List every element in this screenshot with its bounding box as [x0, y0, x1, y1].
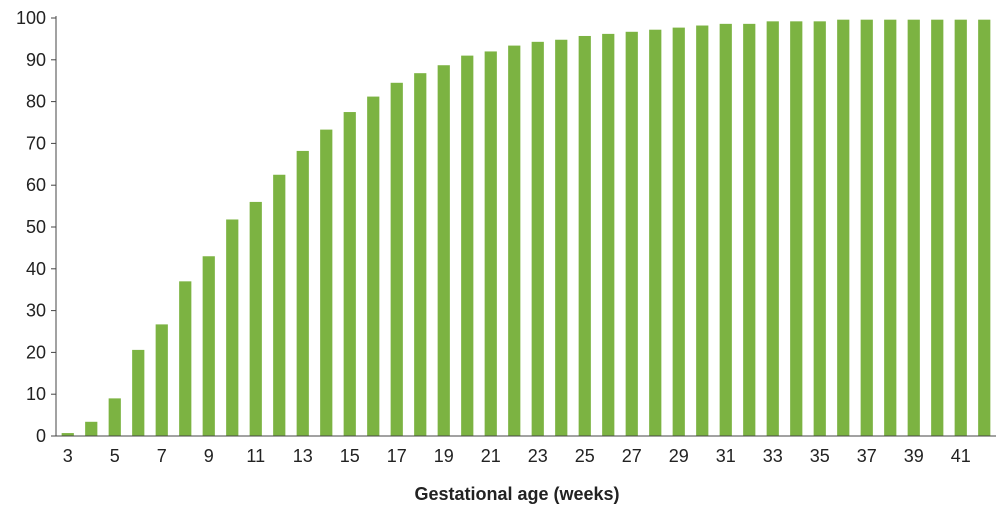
bar-week-29 [672, 27, 685, 437]
x-tick-label: 11 [246, 446, 265, 466]
x-tick-label: 39 [904, 446, 924, 466]
bar-week-27 [625, 31, 638, 436]
bar-week-17 [390, 82, 403, 436]
x-tick-label: 13 [293, 446, 313, 466]
bar-week-13 [296, 150, 309, 437]
x-axis-title: Gestational age (weeks) [414, 484, 619, 504]
bar-week-4 [85, 421, 98, 436]
bar-week-31 [719, 23, 732, 436]
x-tick-label: 19 [434, 446, 454, 466]
bar-week-9 [202, 256, 215, 436]
x-tick-label: 5 [110, 446, 120, 466]
bar-week-7 [155, 324, 168, 436]
bar-week-11 [249, 201, 262, 436]
bar-week-21 [484, 51, 497, 436]
x-tick-label: 25 [575, 446, 595, 466]
y-tick-label: 30 [26, 301, 46, 321]
y-tick-label: 10 [26, 384, 46, 404]
y-tick-label: 100 [16, 8, 46, 28]
x-tick-label: 31 [716, 446, 736, 466]
bar-week-24 [555, 39, 568, 437]
bar-week-35 [813, 21, 826, 437]
x-tick-label: 33 [763, 446, 783, 466]
x-tick-label: 23 [528, 446, 548, 466]
bar-week-40 [931, 19, 944, 436]
bar-week-39 [907, 19, 920, 436]
bar-week-41 [954, 19, 967, 436]
x-tick-label: 21 [481, 446, 501, 466]
y-tick-label: 90 [26, 50, 46, 70]
bar-week-33 [766, 21, 779, 437]
y-axis: 0 10 20 30 40 50 60 70 80 90 100 [16, 8, 57, 446]
x-tick-label: 29 [669, 446, 689, 466]
x-tick-label: 35 [810, 446, 830, 466]
x-tick-label: 17 [387, 446, 407, 466]
y-tick-label: 80 [26, 92, 46, 112]
bar-week-30 [696, 25, 709, 437]
x-tick-label: 37 [857, 446, 877, 466]
bar-week-32 [743, 23, 756, 436]
y-tick-label: 50 [26, 217, 46, 237]
bar-week-19 [437, 65, 450, 436]
bar-week-16 [367, 96, 380, 436]
x-tick-label: 3 [63, 446, 73, 466]
y-tick-label: 60 [26, 175, 46, 195]
bar-week-37 [860, 19, 873, 436]
bar-week-20 [461, 55, 474, 437]
bar-week-23 [531, 41, 544, 436]
x-tick-label: 15 [340, 446, 360, 466]
y-tick-label: 70 [26, 133, 46, 153]
bar-week-22 [508, 45, 521, 437]
bar-week-36 [837, 19, 850, 436]
x-tick-label: 41 [951, 446, 971, 466]
x-tick-label: 27 [622, 446, 642, 466]
bar-week-34 [790, 21, 803, 437]
bar-week-15 [343, 112, 356, 437]
bar-week-26 [602, 33, 615, 436]
y-tick-label: 20 [26, 342, 46, 362]
bar-week-10 [226, 219, 239, 436]
y-tick-label: 40 [26, 259, 46, 279]
bars-group [61, 19, 991, 437]
y-tick-label: 0 [36, 426, 46, 446]
bar-week-42 [978, 19, 991, 436]
bar-week-14 [320, 129, 333, 437]
bar-week-12 [273, 174, 286, 436]
x-tick-label: 9 [204, 446, 214, 466]
bar-week-38 [884, 19, 897, 436]
bar-week-6 [132, 349, 145, 436]
bar-week-25 [578, 35, 591, 436]
bar-week-3 [61, 433, 74, 436]
x-tick-label: 7 [157, 446, 167, 466]
bar-week-18 [414, 73, 427, 437]
bar-week-8 [179, 281, 192, 436]
x-axis: 3 5 7 9 11 13 15 17 19 21 23 25 27 29 31 33 35 37 39 41 [56, 435, 996, 466]
bar-week-5 [108, 398, 121, 436]
bar-week-28 [649, 29, 662, 436]
